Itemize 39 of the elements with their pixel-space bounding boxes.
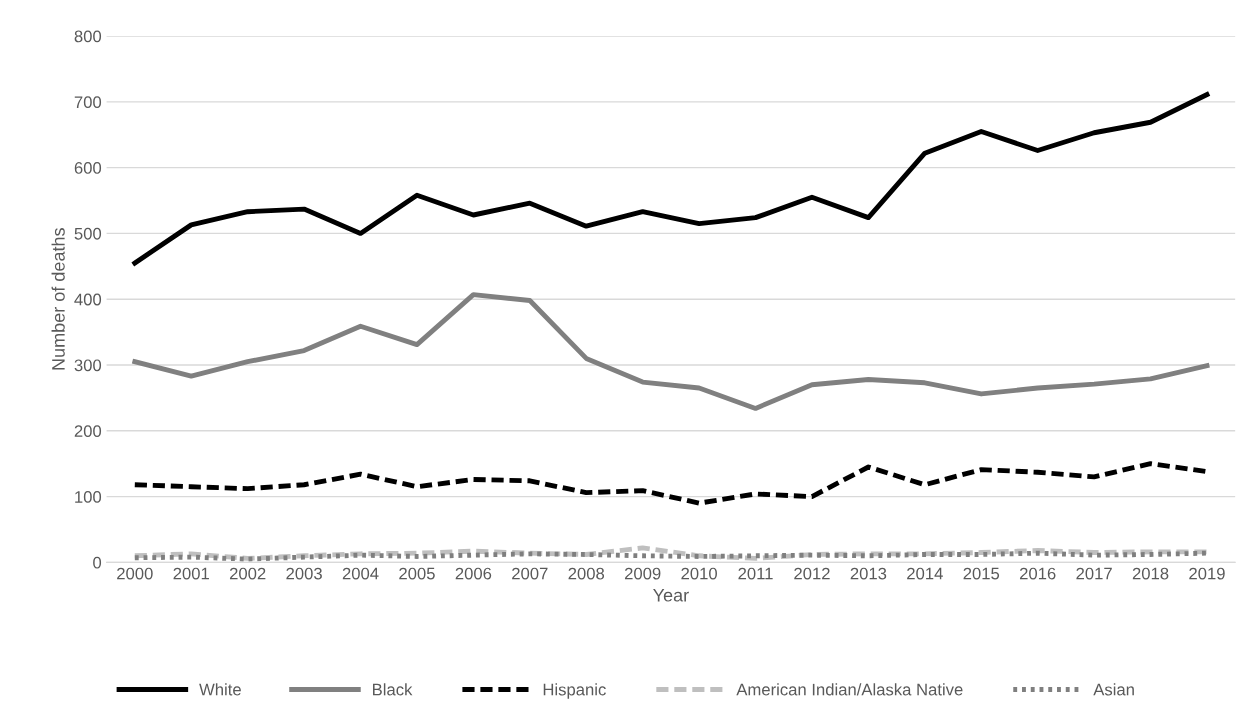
- x-tick-label: 2001: [173, 567, 209, 580]
- x-tick-label: 2003: [286, 567, 322, 580]
- x-tick-label: 2009: [624, 567, 661, 580]
- x-tick-label: 2019: [1189, 567, 1225, 580]
- x-tick-label: 2007: [512, 567, 548, 580]
- x-tick-label: 2017: [1076, 567, 1112, 580]
- x-tick-label: 2008: [568, 567, 605, 580]
- line-series: [132, 92, 1210, 266]
- x-tick-label: 2006: [455, 567, 492, 580]
- y-tick-label: 0: [93, 556, 102, 569]
- y-tick-label: 600: [74, 162, 102, 174]
- x-tick-label: 2000: [117, 567, 153, 580]
- line-series: [132, 545, 1210, 561]
- legend-label: White: [199, 683, 241, 696]
- y-tick-label: 700: [74, 96, 102, 109]
- y-tick-label: 300: [74, 359, 102, 372]
- x-tick-label: 2002: [229, 567, 266, 580]
- x-tick-label: 2012: [794, 567, 830, 580]
- legend-label: American Indian/Alaska Native: [736, 683, 963, 696]
- x-tick-label: 2005: [399, 567, 435, 580]
- y-tick-label: 800: [74, 30, 102, 43]
- x-tick-label: 2010: [681, 567, 717, 580]
- legend-label: Hispanic: [543, 683, 606, 699]
- x-tick-label: 2004: [342, 567, 379, 580]
- y-tick-label: 200: [74, 425, 102, 437]
- line-series: [132, 292, 1210, 411]
- y-tick-label: 100: [75, 490, 102, 503]
- x-axis-title: Year: [653, 589, 689, 602]
- x-tick-label: 2016: [1019, 567, 1056, 580]
- legend-label: Asian: [1093, 683, 1134, 696]
- x-tick-label: 2013: [850, 567, 887, 580]
- x-tick-label: 2018: [1132, 567, 1169, 580]
- y-axis-title: Number of deaths: [51, 228, 65, 370]
- legend-label: Black: [373, 683, 413, 696]
- x-tick-label: 2015: [963, 567, 1000, 580]
- y-tick-label: 400: [74, 293, 102, 306]
- y-tick-label: 500: [74, 227, 102, 240]
- x-tick-label: 2014: [907, 567, 943, 580]
- x-tick-label: 2011: [738, 567, 773, 580]
